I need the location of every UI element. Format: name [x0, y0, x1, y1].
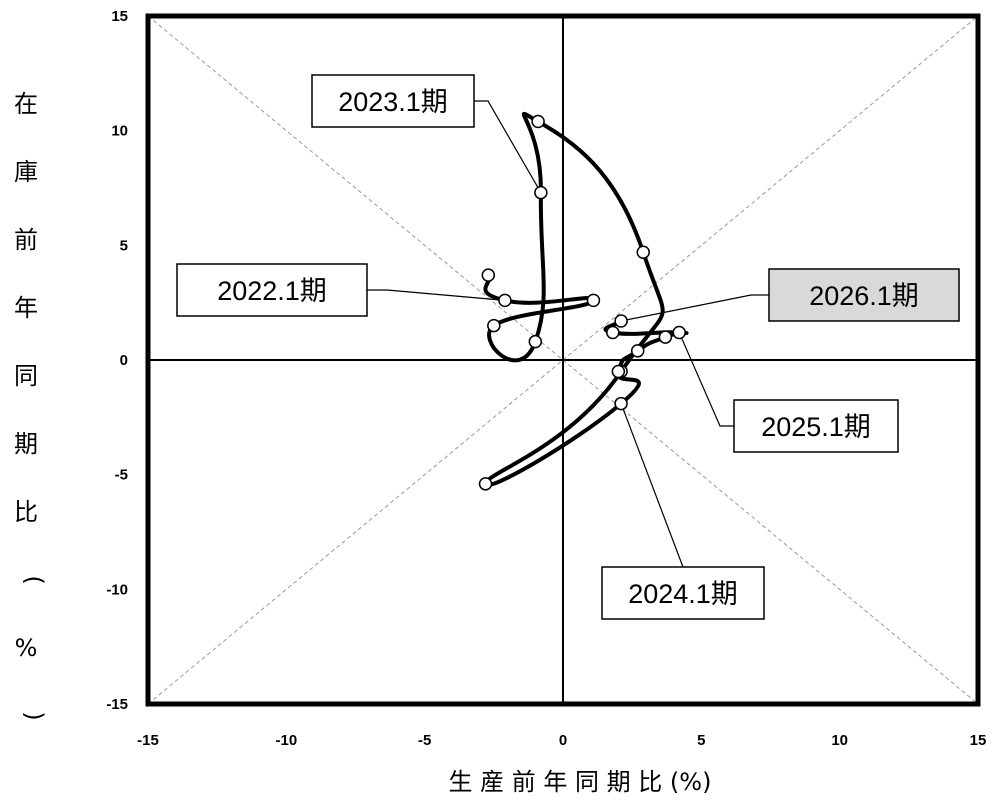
data-point: [487, 318, 501, 333]
data-point: [534, 185, 548, 200]
x-tick-labels: -15 -10 -5 0 5 10 15: [137, 732, 986, 749]
x-tick-label: 10: [831, 732, 848, 749]
annotation-box: [311, 74, 475, 128]
data-point: [478, 477, 493, 491]
data-point: [672, 325, 686, 340]
annotation-labels: 2022.1期 2023.1期 2024.1期 2025.1期 2026.1期: [176, 74, 960, 620]
data-point: [531, 114, 545, 129]
annotation-label: 2023.1期: [338, 87, 448, 117]
y-tick-label: 10: [111, 123, 128, 140]
data-point: [630, 344, 645, 358]
y-axis-title-char: 比: [14, 498, 38, 526]
annotation-label: 2022.1期: [217, 276, 327, 306]
annotation-label: 2024.1期: [628, 579, 738, 609]
y-tick-label: -10: [106, 581, 128, 598]
data-point: [614, 396, 628, 411]
x-tick-label: -15: [137, 732, 159, 749]
x-axis-title: 生 産 前 年 同 期 比 (%): [449, 768, 712, 796]
data-point: [658, 330, 673, 344]
data-point: [614, 314, 628, 328]
y-tick-label: 15: [111, 8, 128, 25]
y-tick-label: -5: [115, 467, 128, 484]
annotation-box: [768, 268, 960, 322]
y-axis-title-char: 年: [14, 294, 38, 322]
annotation-box: [176, 263, 368, 317]
annotation-box: [733, 399, 899, 453]
series-line: [483, 111, 689, 488]
series-layer: [478, 111, 689, 491]
y-axis-title-char: 同: [14, 362, 38, 390]
x-tick-label: -5: [418, 732, 431, 749]
annotation-box: [601, 566, 765, 620]
annotation-leader: [367, 289, 505, 301]
y-tick-labels: 15 10 5 0 -5 -10 -15: [106, 8, 128, 713]
annotation-leader: [620, 294, 769, 322]
data-point: [606, 325, 620, 340]
annotation-leaders: [367, 100, 769, 568]
x-tick-label: 5: [697, 732, 705, 749]
annotation-label: 2025.1期: [761, 412, 871, 442]
data-point: [528, 334, 543, 349]
data-point: [636, 245, 650, 259]
x-tick-label: 0: [559, 732, 567, 749]
annotation-leader: [620, 403, 684, 568]
y-tick-label: -15: [106, 696, 128, 713]
y-tick-label: 0: [120, 352, 128, 369]
data-point: [611, 364, 626, 379]
y-axis-title-char: 前: [14, 226, 38, 254]
data-point: [498, 293, 512, 308]
plot-frame: [145, 13, 981, 707]
x-tick-label: 15: [970, 732, 987, 749]
zero-axes: [148, 16, 978, 704]
y-tick-label: 5: [120, 237, 128, 254]
data-point: [481, 268, 496, 282]
y-axis-title-char: (: [20, 575, 48, 584]
y-axis-title-char: %: [15, 634, 38, 662]
y-axis-title-char: 在: [14, 90, 38, 118]
annotation-label: 2026.1期: [809, 281, 919, 311]
x-tick-label: -10: [275, 732, 297, 749]
y-axis-title-char: ): [20, 711, 48, 720]
annotation-leader: [474, 100, 542, 193]
y-axis-title-char: 期: [14, 430, 38, 458]
annotation-leader: [678, 332, 734, 427]
y-axis-title-char: 庫: [14, 158, 38, 186]
data-point: [586, 293, 601, 308]
